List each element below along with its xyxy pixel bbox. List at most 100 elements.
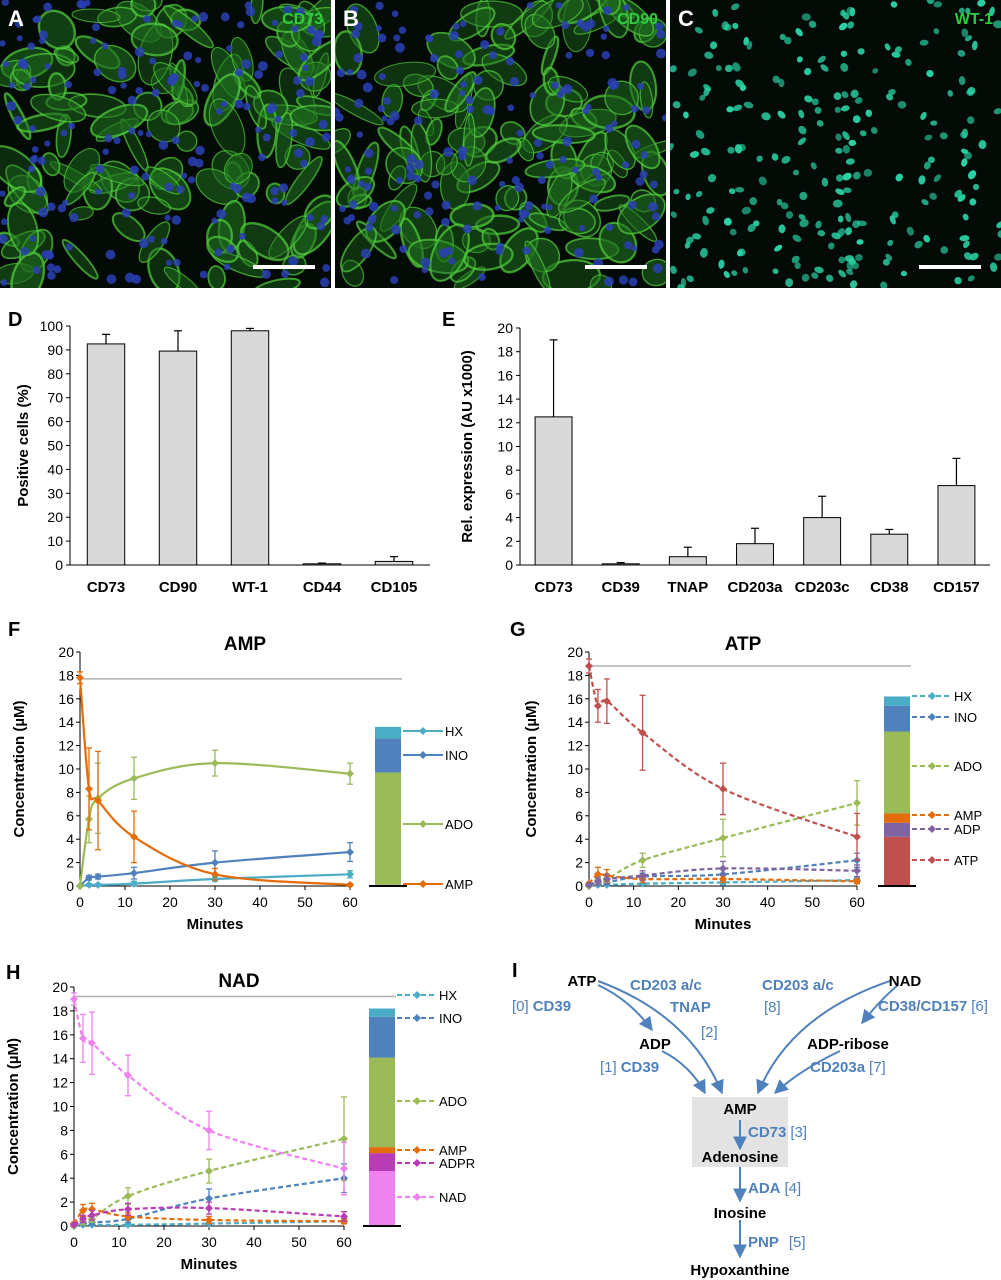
cell-nucleus	[141, 172, 150, 181]
cell-nucleus	[362, 82, 373, 93]
y-tick-label: 4	[505, 510, 513, 526]
y-tick-label: 0	[505, 557, 513, 573]
cell-nucleus	[353, 53, 364, 63]
x-tick-label: CD157	[933, 579, 980, 596]
cell-nucleus	[544, 226, 552, 234]
cell-membrane	[90, 103, 149, 139]
cell-nucleus	[835, 188, 845, 195]
cell-nucleus	[39, 30, 48, 40]
y-tick-label: 6	[505, 486, 513, 502]
cell-nucleus	[135, 87, 143, 95]
cell-nucleus	[191, 15, 199, 23]
cell-nucleus	[145, 130, 153, 138]
data-point	[94, 796, 102, 805]
metabolite-adp-ribose: ADP-ribose	[807, 1036, 889, 1053]
cell-nucleus	[16, 35, 23, 42]
cell-nucleus	[924, 134, 933, 141]
y-tick-label: 6	[66, 808, 74, 824]
legend-label: ADO	[439, 1094, 467, 1109]
cell-nucleus	[216, 209, 227, 219]
cell-nucleus	[743, 101, 754, 109]
cell-nucleus	[724, 64, 733, 73]
cell-nucleus	[961, 158, 968, 167]
cell-nucleus	[933, 1, 943, 8]
cell-nucleus	[772, 268, 779, 275]
y-tick-label: 8	[575, 784, 583, 800]
x-tick-label: 0	[76, 894, 84, 910]
cell-nucleus	[64, 80, 73, 89]
cell-nucleus	[283, 5, 293, 15]
cell-nucleus	[603, 25, 610, 33]
cell-nucleus	[940, 246, 949, 254]
cell-nucleus	[559, 155, 567, 164]
cell-nucleus	[758, 176, 767, 186]
cell-nucleus	[220, 12, 230, 22]
y-tick-label: 16	[497, 367, 513, 383]
cell-nucleus	[183, 51, 193, 61]
cell-nucleus	[452, 23, 460, 30]
cell-nucleus	[226, 45, 233, 52]
cell-nucleus	[872, 68, 879, 74]
cell-nucleus	[291, 25, 299, 33]
cell-nucleus	[107, 85, 117, 95]
legend-label: ADO	[445, 817, 473, 832]
cell-nucleus	[214, 248, 223, 257]
cell-nucleus	[865, 109, 873, 117]
cell-nucleus	[810, 162, 817, 170]
cell-nucleus	[399, 245, 408, 253]
cell-nucleus	[977, 0, 986, 7]
data-point	[346, 769, 354, 778]
cell-nucleus	[232, 184, 242, 194]
cell-nucleus	[27, 42, 36, 51]
x-tick-label: 60	[336, 1234, 352, 1250]
data-point	[130, 832, 138, 841]
cell-nucleus	[673, 188, 680, 195]
cell-nucleus	[771, 153, 779, 161]
marker-label: CD90	[617, 11, 658, 28]
cell-nucleus	[105, 249, 116, 260]
cell-nucleus	[611, 120, 618, 127]
cell-nucleus	[578, 225, 586, 232]
cell-nucleus	[821, 177, 829, 187]
cell-nucleus	[459, 89, 466, 97]
cell-nucleus	[393, 34, 401, 42]
data-point	[602, 874, 611, 883]
data-point	[346, 870, 354, 879]
cell-nucleus	[642, 106, 651, 115]
cell-nucleus	[933, 174, 941, 183]
cell-nucleus	[828, 242, 835, 250]
legend-marker	[419, 820, 427, 828]
cell-nucleus	[441, 217, 450, 227]
data-point	[94, 880, 102, 889]
cell-nucleus	[731, 3, 740, 11]
cell-nucleus	[844, 255, 854, 262]
cell-nucleus	[441, 200, 451, 210]
cell-nucleus	[288, 256, 298, 267]
cell-nucleus	[20, 61, 29, 70]
marker-label: WT-1	[955, 11, 993, 28]
cell-nucleus	[923, 234, 931, 243]
cell-nucleus	[29, 125, 36, 132]
cell-nucleus	[478, 273, 486, 281]
cell-nucleus	[833, 92, 842, 101]
legend-marker	[928, 856, 936, 864]
cell-membrane	[275, 112, 294, 169]
cell-nucleus	[541, 203, 548, 210]
cell-nucleus	[533, 138, 542, 147]
cell-nucleus	[560, 86, 568, 95]
cell-nucleus	[151, 88, 160, 97]
cell-nucleus	[92, 23, 100, 32]
cell-nucleus	[628, 277, 638, 287]
data-point	[70, 994, 78, 1003]
cell-nucleus	[848, 139, 857, 147]
cell-nucleus	[882, 258, 890, 266]
cell-nucleus	[654, 239, 664, 250]
cell-nucleus	[406, 171, 416, 181]
cell-nucleus	[914, 240, 923, 249]
cell-nucleus	[318, 119, 328, 129]
data-point	[340, 1164, 348, 1173]
cell-nucleus	[164, 182, 174, 192]
cell-nucleus	[838, 269, 846, 278]
cell-nucleus	[600, 33, 607, 40]
cell-nucleus	[891, 51, 901, 58]
